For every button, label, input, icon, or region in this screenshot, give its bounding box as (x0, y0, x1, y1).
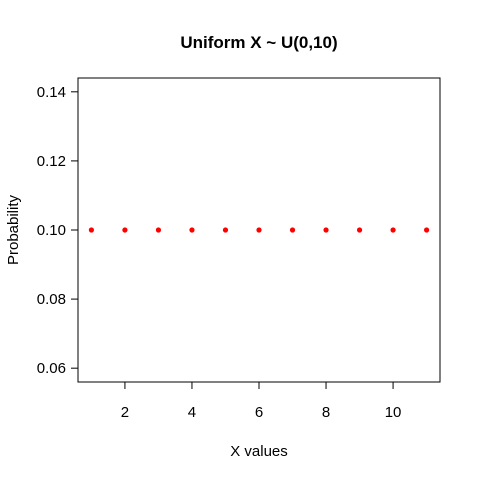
y-axis-label: Probability (5, 194, 22, 265)
y-tick-label: 0.12 (37, 153, 66, 170)
data-point (222, 227, 229, 233)
data-point (122, 227, 128, 233)
y-tick-label: 0.06 (37, 360, 66, 377)
data-point (390, 227, 396, 233)
data-point (323, 227, 329, 233)
data-point (88, 227, 95, 233)
x-tick-label: 4 (188, 404, 196, 421)
y-tick-label: 0.10 (37, 222, 66, 239)
data-points (88, 227, 430, 233)
x-axis-label: X values (230, 443, 288, 460)
data-point (423, 227, 430, 233)
x-tick-label: 6 (255, 404, 263, 421)
data-point (256, 227, 262, 233)
data-point (289, 227, 296, 233)
x-axis: 2 4 6 8 10 (121, 382, 402, 421)
y-tick-label: 0.14 (37, 84, 66, 101)
x-tick-label: 10 (385, 404, 402, 421)
data-point (356, 227, 363, 233)
x-tick-label: 8 (322, 404, 330, 421)
data-point (155, 227, 162, 233)
y-tick-label: 0.08 (37, 291, 66, 308)
y-axis: 0.06 0.08 0.10 0.12 0.14 (37, 84, 78, 377)
chart-title: Uniform X ~ U(0,10) (180, 33, 337, 52)
x-tick-label: 2 (121, 404, 129, 421)
data-point (189, 227, 195, 233)
